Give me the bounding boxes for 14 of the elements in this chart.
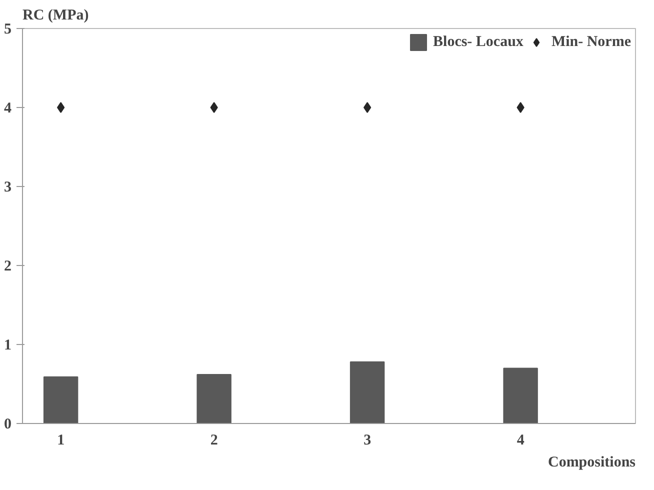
y-tick-label: 2 xyxy=(4,258,12,274)
y-tick-label: 0 xyxy=(4,416,12,432)
x-tick-label: 4 xyxy=(516,432,525,448)
legend-label: Min- Norme xyxy=(551,34,631,50)
y-tick-label: 5 xyxy=(4,22,12,38)
y-axis-title: RC (MPa) xyxy=(22,8,89,24)
legend-label: Blocs- Locaux xyxy=(433,34,524,50)
y-tick-label: 3 xyxy=(4,180,12,196)
x-tick-label: 3 xyxy=(364,432,372,448)
y-tick-label: 4 xyxy=(4,100,12,116)
x-axis-title: Compositions xyxy=(548,454,636,470)
x-tick-label: 1 xyxy=(57,432,65,448)
y-tick-label: 1 xyxy=(4,338,12,354)
x-tick-label: 2 xyxy=(210,432,218,448)
